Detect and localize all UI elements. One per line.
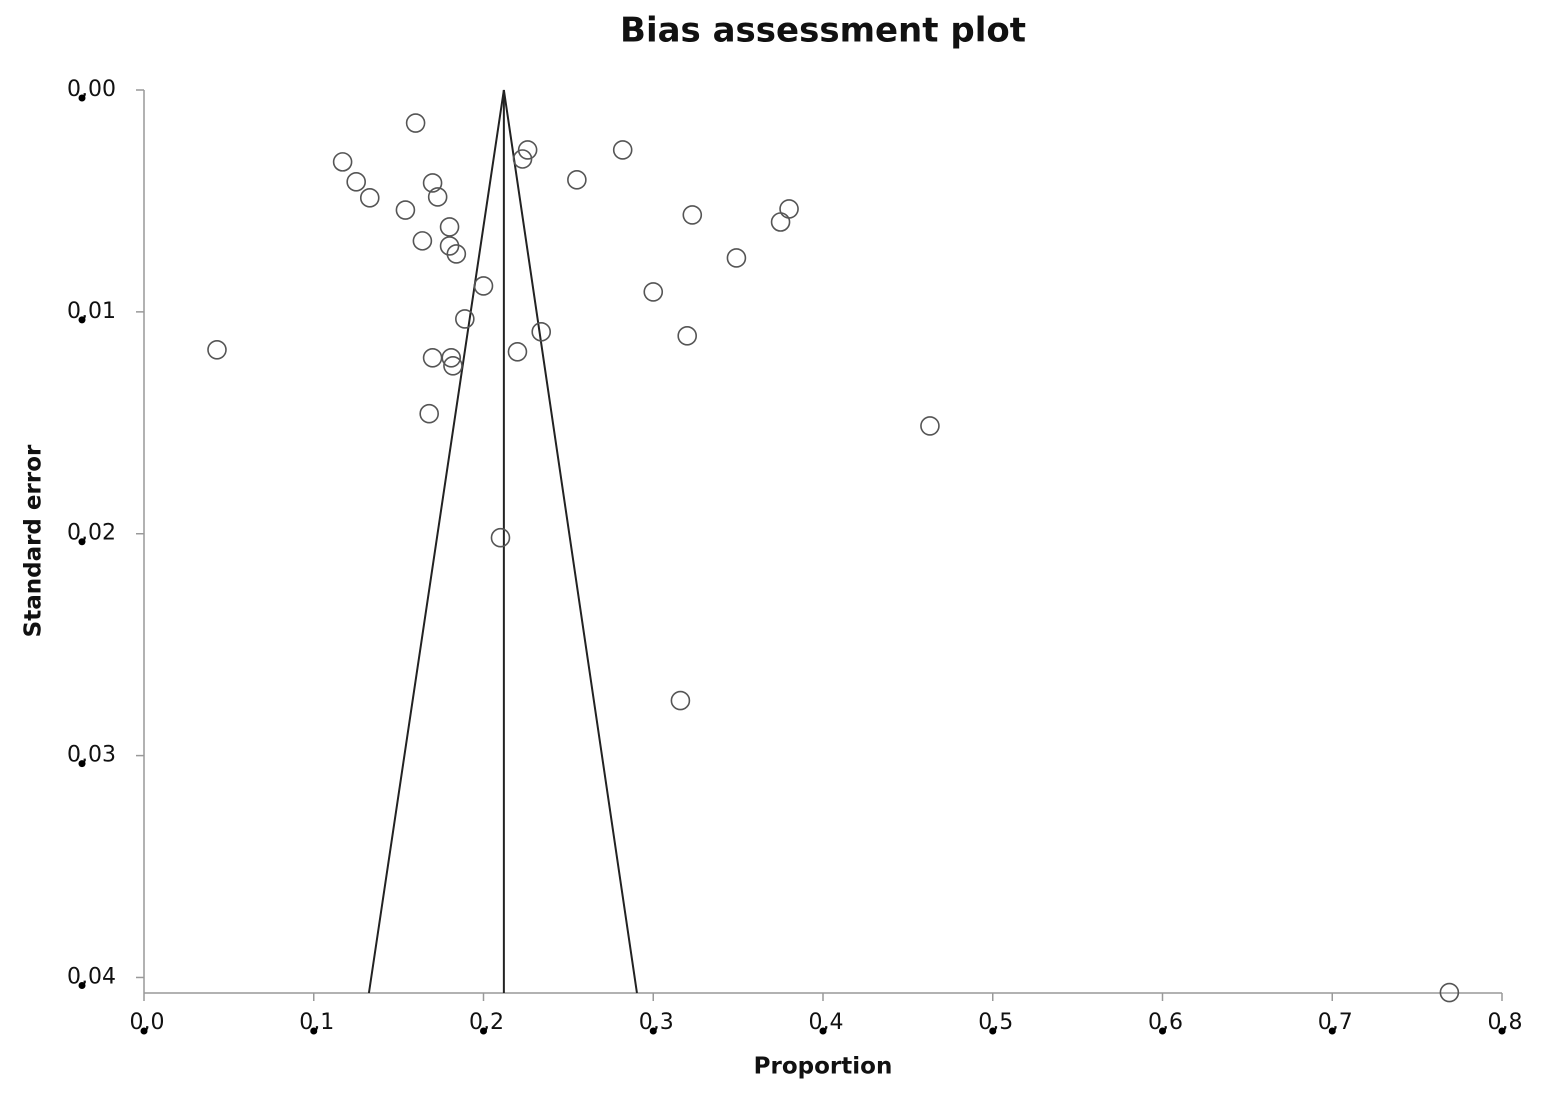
data-point	[346, 172, 366, 192]
data-point	[439, 236, 460, 256]
data-point	[670, 690, 691, 711]
y-tick-dot	[78, 94, 86, 102]
data-point	[419, 403, 439, 424]
data-point	[359, 188, 380, 208]
data-point	[332, 152, 353, 172]
data-point	[770, 212, 791, 232]
data-point	[726, 248, 747, 268]
data-point	[446, 244, 467, 264]
data-point	[405, 113, 426, 133]
data-point	[1439, 982, 1460, 1003]
data-point	[643, 282, 664, 302]
data-point	[395, 200, 416, 220]
data-point	[507, 342, 528, 362]
data-point	[677, 326, 698, 346]
y-axis-label: Standard error	[21, 444, 47, 637]
data-point	[779, 199, 799, 219]
data-point	[517, 140, 538, 160]
data-point	[531, 322, 552, 342]
data-point	[441, 347, 462, 368]
x-tick-dot	[1328, 1027, 1336, 1035]
y-tick-label: 0,03	[67, 743, 116, 768]
data-point	[443, 355, 463, 376]
data-point	[427, 187, 448, 207]
y-tick-dot	[78, 316, 86, 324]
data-point	[920, 416, 940, 436]
x-tick-dot	[989, 1027, 997, 1035]
data-point	[490, 527, 511, 548]
y-tick-label: 0,04	[67, 964, 116, 989]
y-tick-dot	[78, 981, 86, 989]
data-point	[439, 217, 460, 237]
data-point	[207, 340, 227, 360]
y-tick-dot	[78, 538, 86, 546]
y-tick-label: 0,02	[67, 521, 116, 546]
chart-title: Bias assessment plot	[620, 11, 1026, 51]
x-tick-dot	[1159, 1027, 1166, 1035]
x-tick-dot	[480, 1027, 487, 1035]
data-point	[455, 309, 475, 329]
data-point	[567, 170, 587, 190]
data-point	[422, 173, 443, 193]
x-tick-dot	[819, 1027, 827, 1035]
y-tick-dot	[78, 760, 86, 768]
x-tick-dot	[310, 1027, 318, 1035]
x-axis-label: Proportion	[754, 1054, 893, 1080]
y-tick-label: 0,00	[67, 77, 116, 102]
data-point	[612, 140, 633, 160]
y-tick-label: 0,01	[67, 299, 116, 324]
data-point	[512, 149, 533, 169]
data-point	[412, 231, 433, 251]
x-tick-dot	[140, 1027, 148, 1035]
data-point	[422, 347, 443, 368]
x-tick-dot	[649, 1027, 657, 1035]
data-point	[473, 276, 494, 296]
data-point	[682, 205, 703, 225]
x-tick-dot	[1498, 1027, 1506, 1035]
